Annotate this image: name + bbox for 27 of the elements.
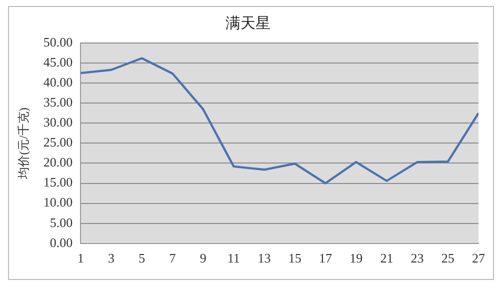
y-axis-title: 均价(元/千克) [16,108,30,180]
x-tick-label: 17 [318,250,332,266]
y-tick-label: 40.00 [43,74,73,90]
y-tick-label: 35.00 [43,94,73,110]
y-tick-label: 10.00 [43,194,73,210]
y-tick-label: 0.00 [50,234,73,250]
x-tick-label: 5 [138,250,146,266]
y-tick-label: 25.00 [43,134,73,150]
y-tick-label: 30.00 [43,114,73,130]
y-tick-label: 15.00 [43,174,73,190]
x-tick-label: 7 [169,250,176,266]
x-tick-label: 21 [380,250,394,266]
y-tick-label: 5.00 [50,214,73,230]
x-tick-label: 19 [350,250,363,266]
y-tick-label: 20.00 [43,154,73,170]
x-tick-label: 9 [200,250,206,266]
y-tick-label: 45.00 [43,54,73,70]
x-tick-label: 15 [288,250,302,266]
chart-title: 满天星 [226,14,270,32]
x-tick-label: 27 [472,250,486,266]
x-tick-label: 25 [441,250,454,266]
x-tick-label: 23 [410,250,424,266]
y-tick-label: 50.00 [43,34,73,50]
x-tick-label: 11 [227,250,240,266]
x-tick-label: 13 [258,250,271,266]
x-tick-label: 3 [108,250,115,266]
x-tick-label: 1 [77,250,84,266]
